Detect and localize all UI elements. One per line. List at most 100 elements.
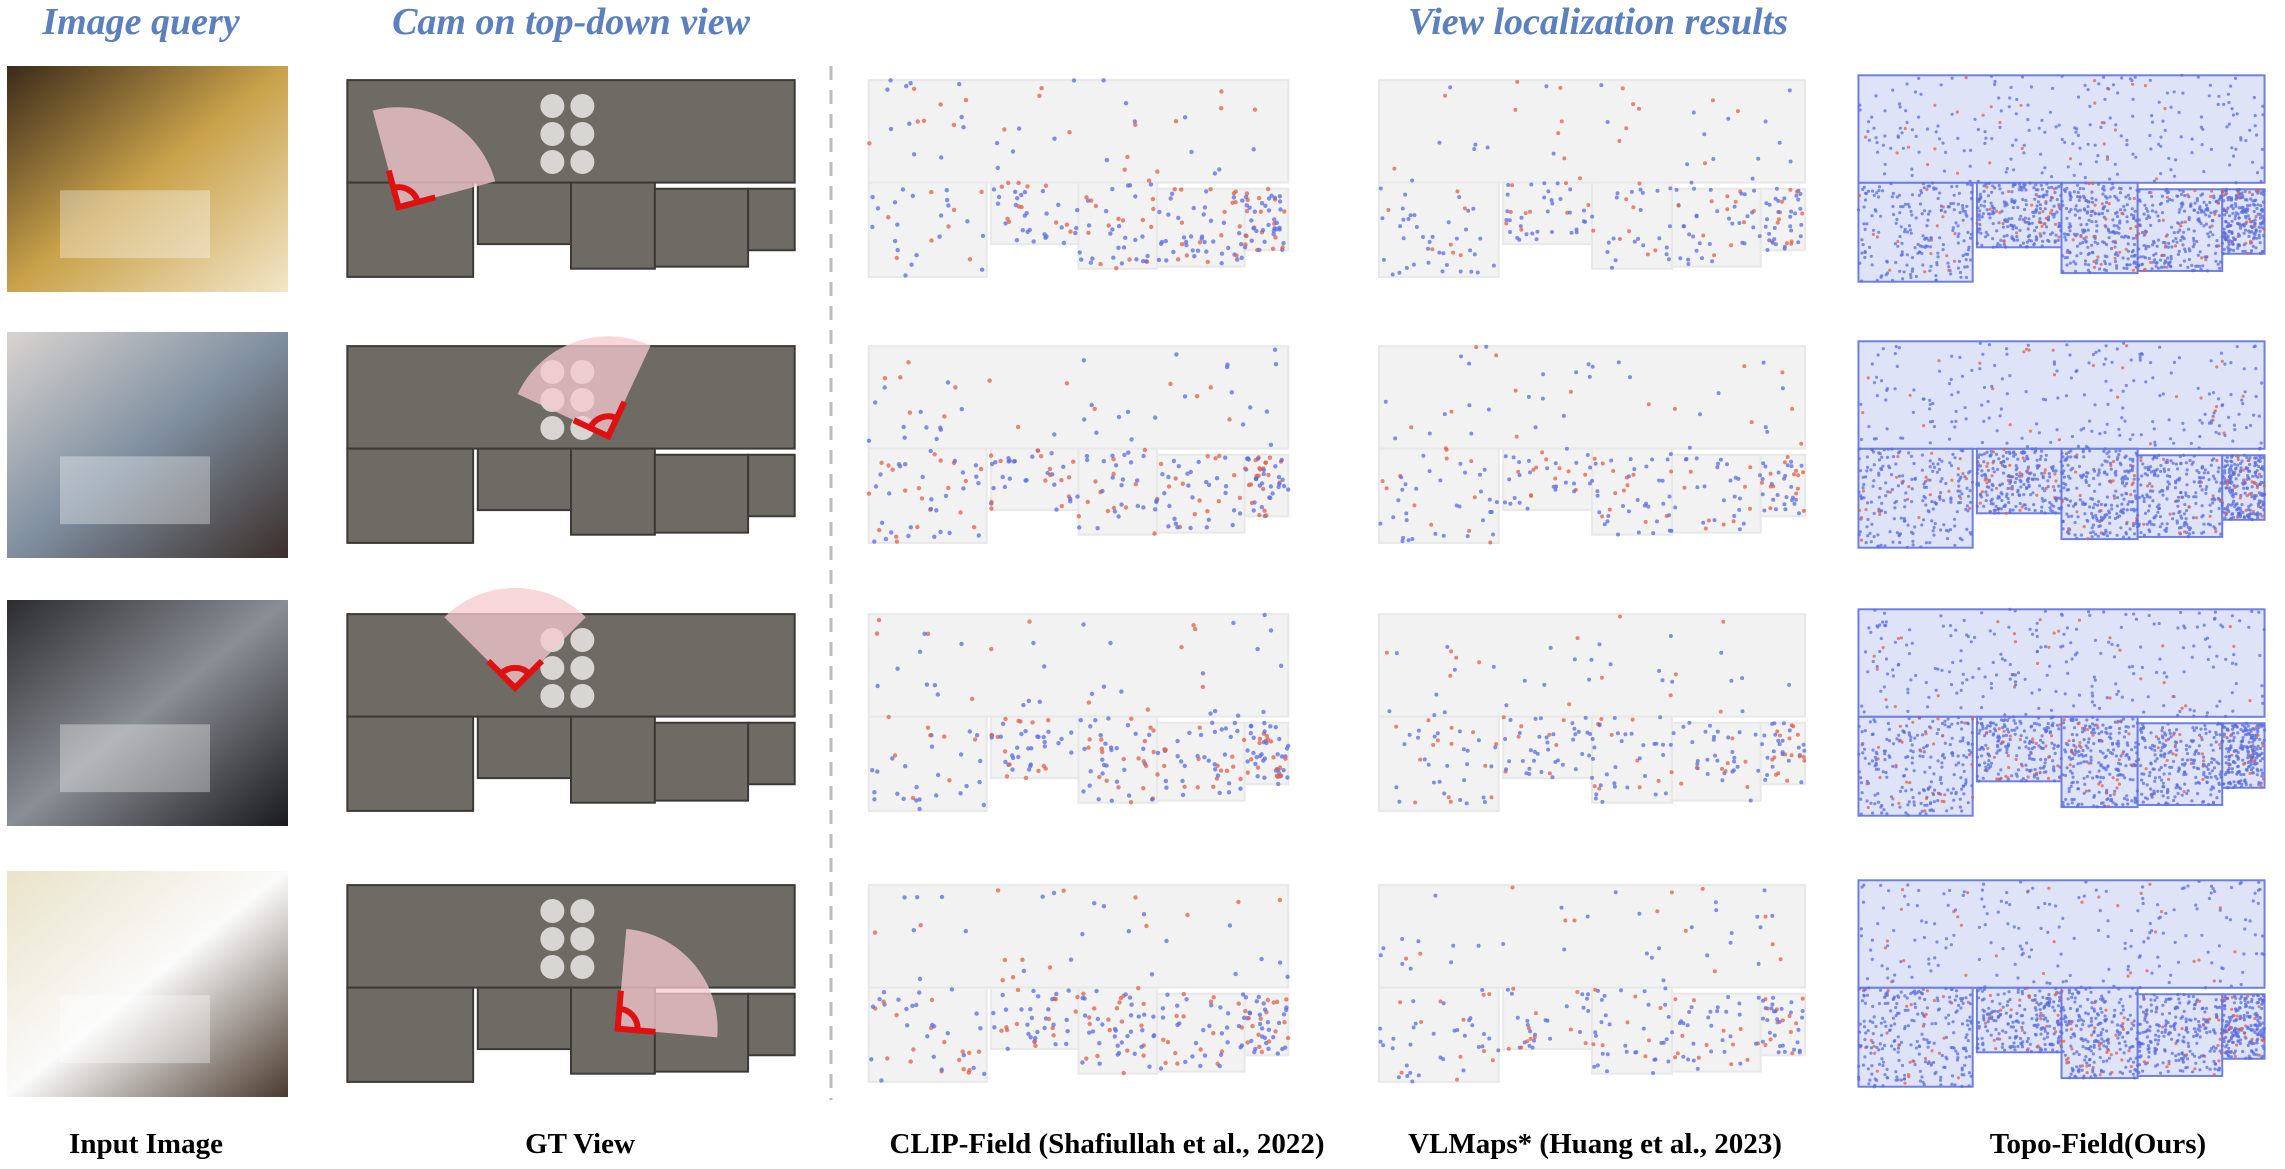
point: [1999, 109, 2003, 113]
point: [2093, 234, 2097, 239]
point: [1776, 470, 1781, 475]
point: [2203, 412, 2207, 416]
point: [1864, 191, 1868, 195]
point: [1725, 761, 1730, 766]
point: [1041, 734, 1046, 740]
point: [1966, 722, 1970, 726]
point: [2115, 196, 2119, 200]
point: [1253, 457, 1258, 463]
point: [1141, 786, 1146, 791]
point: [2084, 199, 2088, 203]
point: [2096, 503, 2100, 507]
point: [1933, 147, 1937, 151]
point: [2064, 394, 2069, 398]
point: [2118, 191, 2122, 195]
point: [2219, 351, 2224, 355]
table: [540, 684, 565, 708]
point: [2033, 477, 2037, 481]
point: [2198, 250, 2202, 254]
point: [1038, 454, 1044, 459]
point: [2041, 209, 2045, 214]
point: [2149, 223, 2153, 227]
point: [2260, 741, 2264, 745]
point: [2237, 187, 2241, 192]
point: [2179, 525, 2183, 530]
point: [1540, 396, 1545, 401]
point: [1899, 225, 1903, 229]
point: [1897, 346, 1901, 350]
point: [1192, 512, 1198, 517]
point: [1900, 241, 1904, 245]
point: [1145, 707, 1151, 712]
point: [1964, 477, 1968, 481]
point: [2094, 198, 2098, 202]
point: [903, 273, 908, 278]
point: [2112, 494, 2116, 498]
point: [1891, 455, 1896, 459]
point: [2213, 212, 2217, 216]
point: [1975, 471, 1979, 475]
point: [1434, 692, 1439, 697]
point: [1909, 275, 1913, 280]
point: [924, 425, 929, 430]
point: [2075, 183, 2080, 187]
point: [2231, 439, 2235, 443]
point: [1872, 126, 1876, 130]
point: [2174, 158, 2178, 162]
point: [1092, 406, 1097, 412]
point: [2050, 465, 2054, 469]
point: [2218, 196, 2222, 200]
point: [1732, 204, 1737, 209]
point: [2150, 209, 2155, 213]
point: [1532, 749, 1537, 754]
point: [1875, 394, 1879, 398]
point: [919, 496, 925, 501]
point: [961, 125, 966, 130]
point: [1523, 211, 1528, 216]
point: [2051, 348, 2055, 352]
point: [2207, 214, 2211, 218]
point: [2073, 533, 2077, 537]
room: [346, 715, 475, 812]
point: [1781, 721, 1786, 726]
point: [2131, 724, 2135, 728]
point: [1756, 768, 1761, 773]
point: [1982, 419, 1986, 423]
point: [2044, 453, 2048, 457]
point: [2093, 403, 2097, 407]
point: [1946, 205, 1950, 209]
point: [1919, 545, 1923, 549]
point: [2060, 137, 2064, 142]
point: [2035, 621, 2039, 625]
point: [2084, 240, 2088, 244]
point: [1223, 490, 1228, 496]
point: [1951, 201, 1956, 206]
point: [2020, 146, 2024, 150]
point: [1448, 242, 1453, 247]
point: [1582, 208, 1586, 213]
point: [2120, 211, 2124, 215]
point: [2109, 246, 2114, 251]
point: [1978, 192, 1982, 196]
point: [1937, 457, 1942, 461]
point: [2079, 428, 2083, 432]
point: [2141, 723, 2145, 727]
point: [2180, 205, 2184, 209]
point: [1858, 108, 1862, 112]
point: [1983, 478, 1987, 482]
point: [946, 203, 951, 208]
point: [2060, 74, 2064, 78]
point: [1891, 668, 1895, 672]
point: [2256, 504, 2261, 508]
point: [967, 257, 973, 262]
point: [1903, 202, 1907, 206]
point: [1952, 773, 1956, 777]
point: [1740, 240, 1745, 245]
point: [1691, 110, 1696, 115]
point: [2033, 508, 2037, 513]
point: [1893, 640, 1897, 644]
point: [1789, 239, 1794, 244]
point: [2252, 209, 2256, 214]
point: [1396, 498, 1401, 503]
point: [1590, 214, 1595, 219]
